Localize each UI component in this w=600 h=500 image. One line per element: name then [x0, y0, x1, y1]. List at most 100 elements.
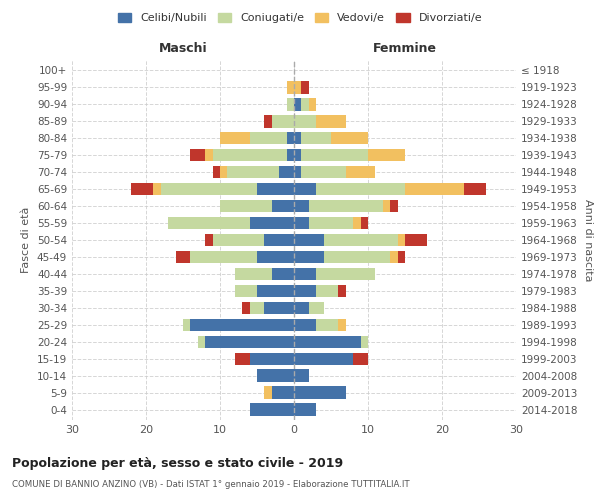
Text: COMUNE DI BANNIO ANZINO (VB) - Dati ISTAT 1° gennaio 2019 - Elaborazione TUTTITA: COMUNE DI BANNIO ANZINO (VB) - Dati ISTA… — [12, 480, 410, 489]
Bar — [383, 200, 390, 212]
Bar — [161, 182, 257, 196]
Bar — [390, 200, 398, 212]
Y-axis label: Fasce di età: Fasce di età — [22, 207, 31, 273]
Bar — [405, 182, 464, 196]
Bar — [205, 234, 212, 246]
Bar — [331, 132, 368, 144]
Bar — [235, 352, 250, 365]
Text: Femmine: Femmine — [373, 42, 437, 55]
Bar — [212, 166, 220, 178]
Bar — [257, 250, 294, 264]
Bar — [294, 302, 309, 314]
Bar — [464, 182, 487, 196]
Bar — [338, 318, 346, 332]
Bar — [190, 250, 257, 264]
Bar — [316, 268, 376, 280]
Bar — [205, 148, 212, 162]
Bar — [131, 182, 154, 196]
Bar — [294, 98, 301, 110]
Bar — [294, 268, 316, 280]
Bar — [212, 148, 287, 162]
Bar — [294, 148, 301, 162]
Bar — [309, 302, 323, 314]
Bar — [338, 284, 346, 298]
Bar — [294, 318, 316, 332]
Bar — [257, 284, 294, 298]
Bar — [294, 234, 323, 246]
Bar — [294, 284, 316, 298]
Bar — [294, 250, 323, 264]
Bar — [265, 115, 272, 128]
Bar — [323, 250, 390, 264]
Bar — [294, 200, 309, 212]
Bar — [309, 200, 383, 212]
Bar — [272, 115, 294, 128]
Bar — [250, 352, 294, 365]
Bar — [250, 302, 265, 314]
Bar — [190, 148, 205, 162]
Bar — [272, 386, 294, 399]
Bar — [368, 148, 405, 162]
Bar — [346, 166, 376, 178]
Bar — [168, 216, 250, 230]
Bar — [279, 166, 294, 178]
Bar — [287, 132, 294, 144]
Bar — [235, 268, 272, 280]
Bar — [257, 370, 294, 382]
Bar — [220, 200, 272, 212]
Bar — [301, 98, 309, 110]
Bar — [176, 250, 190, 264]
Bar — [353, 216, 361, 230]
Bar — [294, 182, 316, 196]
Bar — [287, 98, 294, 110]
Bar — [265, 386, 272, 399]
Bar — [405, 234, 427, 246]
Bar — [301, 81, 309, 94]
Bar — [294, 370, 309, 382]
Bar — [294, 336, 361, 348]
Bar — [353, 352, 368, 365]
Bar — [294, 386, 346, 399]
Legend: Celibi/Nubili, Coniugati/e, Vedovi/e, Divorziati/e: Celibi/Nubili, Coniugati/e, Vedovi/e, Di… — [113, 8, 487, 28]
Bar — [398, 234, 405, 246]
Bar — [287, 81, 294, 94]
Bar — [361, 336, 368, 348]
Bar — [257, 182, 294, 196]
Bar — [205, 336, 294, 348]
Bar — [235, 284, 257, 298]
Bar — [390, 250, 398, 264]
Bar — [198, 336, 205, 348]
Bar — [316, 318, 338, 332]
Bar — [227, 166, 279, 178]
Bar — [398, 250, 405, 264]
Bar — [294, 352, 353, 365]
Bar — [212, 234, 265, 246]
Bar — [309, 98, 316, 110]
Bar — [250, 404, 294, 416]
Bar — [323, 234, 398, 246]
Bar — [294, 81, 301, 94]
Bar — [220, 166, 227, 178]
Bar — [294, 216, 309, 230]
Bar — [250, 132, 287, 144]
Bar — [294, 115, 316, 128]
Bar — [265, 302, 294, 314]
Bar — [250, 216, 294, 230]
Bar — [220, 132, 250, 144]
Text: Maschi: Maschi — [158, 42, 208, 55]
Bar — [272, 200, 294, 212]
Text: Popolazione per età, sesso e stato civile - 2019: Popolazione per età, sesso e stato civil… — [12, 458, 343, 470]
Bar — [301, 166, 346, 178]
Bar — [361, 216, 368, 230]
Bar — [309, 216, 353, 230]
Bar — [301, 132, 331, 144]
Bar — [316, 284, 338, 298]
Bar — [294, 166, 301, 178]
Bar — [154, 182, 161, 196]
Bar — [183, 318, 190, 332]
Bar — [294, 132, 301, 144]
Bar — [242, 302, 250, 314]
Bar — [294, 404, 316, 416]
Bar — [316, 115, 346, 128]
Bar — [265, 234, 294, 246]
